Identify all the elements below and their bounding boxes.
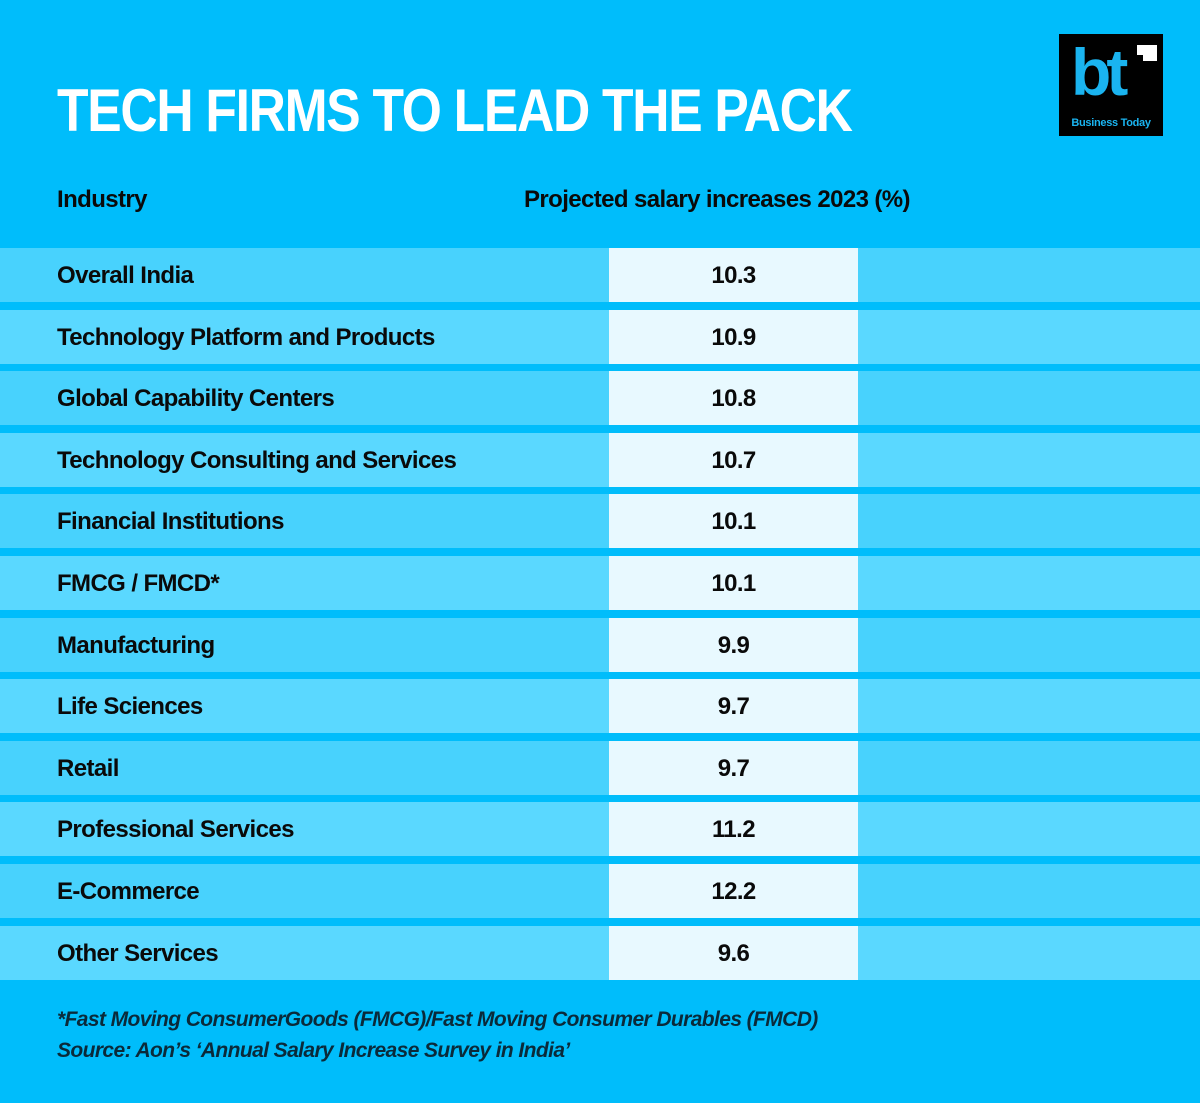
table-row: E-Commerce 12.2 [0, 864, 1200, 918]
table-row: Manufacturing 9.9 [0, 617, 1200, 672]
industry-label: Technology Platform and Products [57, 323, 435, 351]
table-row: Financial Institutions 10.1 [0, 494, 1200, 549]
table-row: Professional Services 11.2 [0, 802, 1200, 857]
salary-increase-value: 10.3 [609, 248, 858, 302]
industry-label: Manufacturing [57, 631, 215, 659]
industry-label: FMCG / FMCD* [57, 570, 220, 597]
table-row: Global Capability Centers 10.8 [0, 371, 1200, 426]
footnote-definition: *Fast Moving ConsumerGoods (FMCG)/Fast M… [57, 1008, 818, 1031]
footnote-source: Source: Aon’s ‘Annual Salary Increase Su… [57, 1039, 570, 1062]
table-row: Technology Consulting and Services 10.7 [0, 432, 1200, 487]
industry-label: Professional Services [57, 816, 294, 844]
salary-increase-value: 12.2 [609, 864, 858, 918]
column-header-industry: Industry [57, 186, 147, 213]
page-title: TECH FIRMS TO LEAD THE PACK [57, 77, 853, 144]
industry-label: Retail [57, 754, 119, 782]
logo-mark: bt [1071, 35, 1128, 109]
industry-label: Global Capability Centers [57, 385, 335, 413]
salary-increase-value: 9.6 [609, 925, 858, 980]
table-row: Life Sciences 9.7 [0, 679, 1200, 734]
salary-increase-value: 10.1 [609, 556, 858, 610]
salary-increase-value: 10.7 [609, 432, 858, 487]
salary-increase-value: 11.2 [609, 802, 858, 857]
logo-text: Business Today [1071, 117, 1151, 129]
salary-increase-value: 10.8 [609, 371, 858, 426]
industry-label: E-Commerce [57, 878, 200, 905]
table-row: Technology Platform and Products 10.9 [0, 309, 1200, 364]
industry-label: Life Sciences [57, 693, 203, 721]
salary-increase-value: 10.9 [609, 309, 858, 364]
industry-label: Technology Consulting and Services [57, 446, 457, 474]
table-row: Retail 9.7 [0, 740, 1200, 795]
industry-label: Overall India [57, 262, 194, 289]
table-row: FMCG / FMCD* 10.1 [0, 556, 1200, 610]
salary-increase-value: 9.9 [609, 617, 858, 672]
industry-label: Other Services [57, 939, 219, 967]
business-today-logo: bt Business Today [1059, 34, 1163, 136]
salary-increase-value: 9.7 [609, 740, 858, 795]
salary-increase-value: 9.7 [609, 679, 858, 734]
column-header-salary-increase: Projected salary increases 2023 (%) [524, 186, 911, 213]
salary-increase-value: 10.1 [609, 494, 858, 549]
table-row: Overall India 10.3 [0, 248, 1200, 302]
industry-label: Financial Institutions [57, 508, 284, 536]
table-row: Other Services 9.6 [0, 925, 1200, 980]
